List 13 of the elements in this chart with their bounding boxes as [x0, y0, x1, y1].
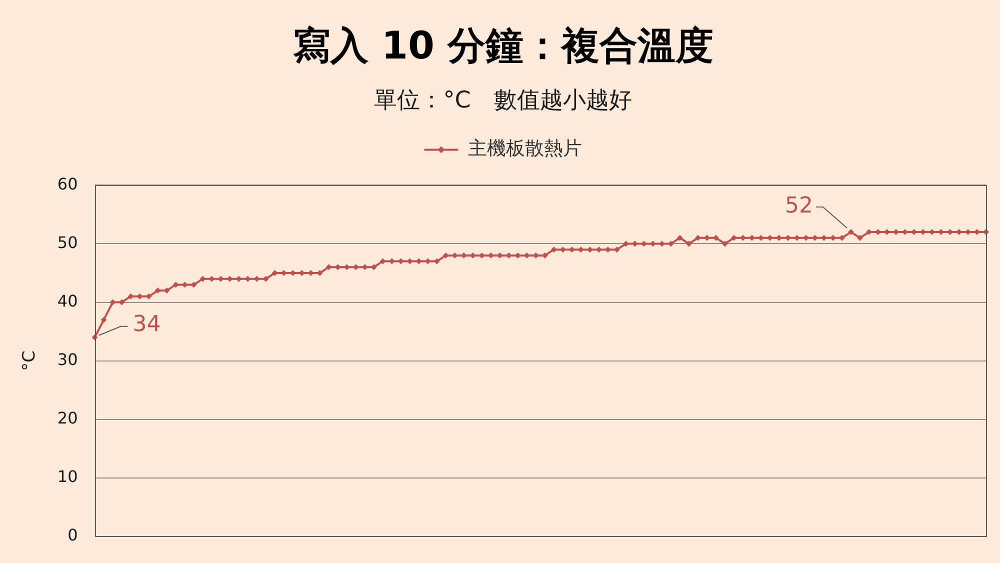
y-tick-label: 60	[57, 174, 78, 194]
data-label: 34	[132, 312, 161, 338]
legend-label: 主機板散熱片	[468, 138, 582, 160]
y-tick-label: 40	[57, 291, 78, 310]
y-tick-label: 0	[68, 526, 78, 545]
chart-title: 寫入 10 分鐘：複合溫度	[292, 24, 714, 68]
y-axis-title: °C	[20, 350, 40, 371]
y-tick-label: 20	[57, 408, 78, 428]
y-tick-label: 10	[57, 467, 78, 486]
y-tick-label: 50	[57, 232, 78, 252]
y-tick-label: 30	[57, 350, 78, 369]
data-label: 52	[784, 194, 813, 219]
chart-subtitle: 單位：°C 數值越小越好	[374, 87, 632, 114]
